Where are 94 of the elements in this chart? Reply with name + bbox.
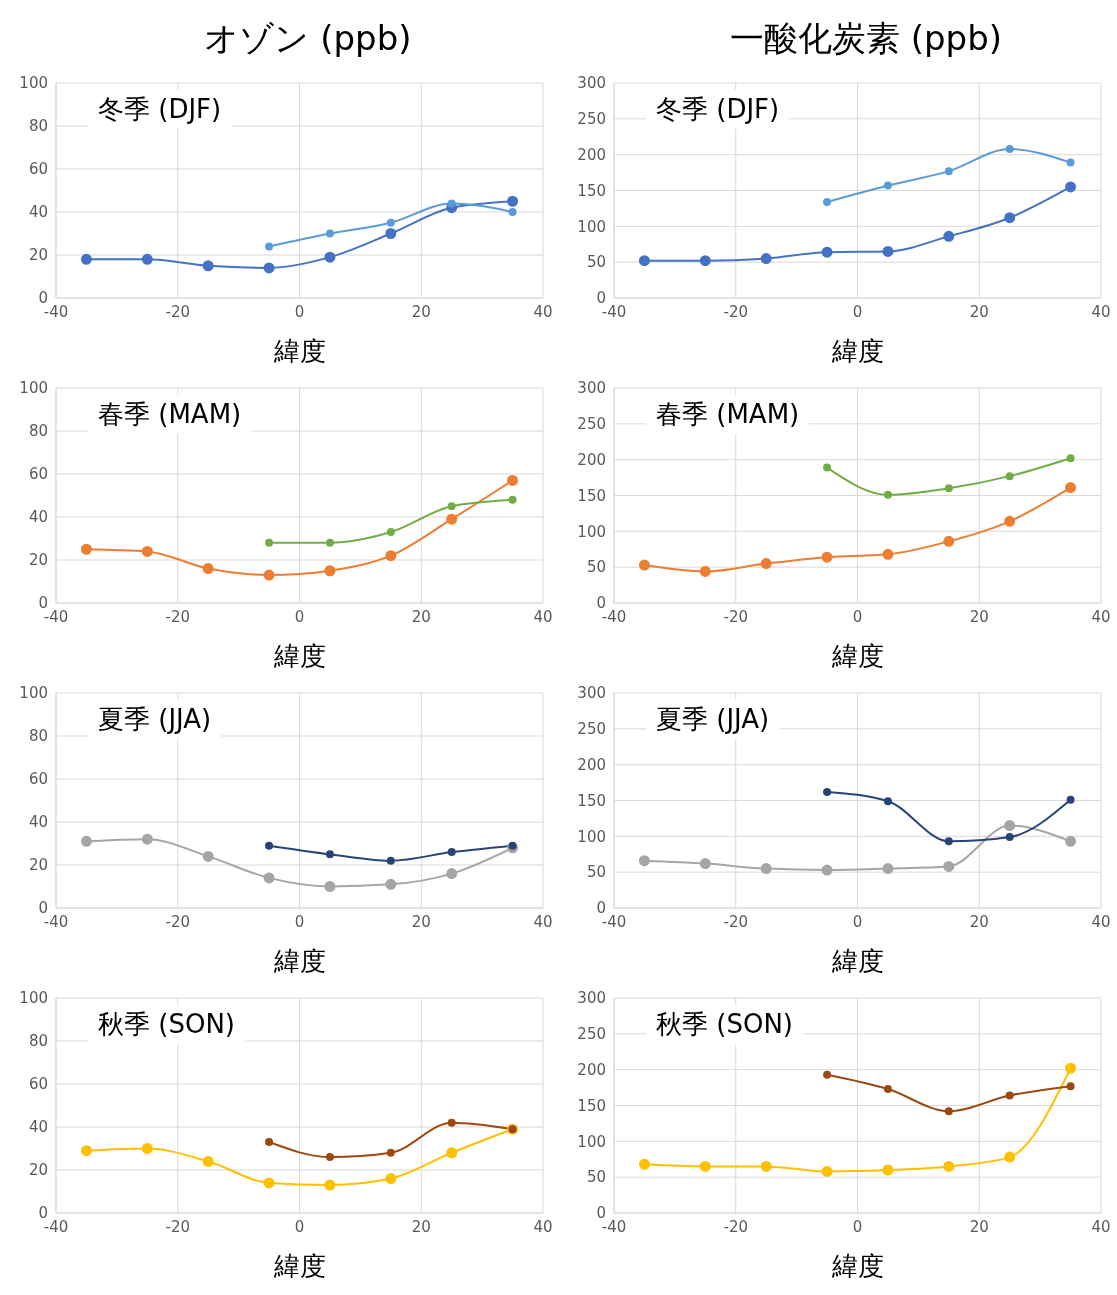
x-tick-label: 20	[411, 302, 431, 321]
y-tick-label: 60	[28, 1075, 48, 1094]
y-tick-label: 100	[577, 217, 606, 236]
y-tick-label: 100	[577, 1132, 606, 1151]
x-tick-label: 0	[294, 607, 305, 626]
x-tick-label: 40	[533, 912, 553, 931]
chart-subtitle: 秋季 (SON)	[88, 1005, 245, 1044]
y-tick-label: 20	[28, 551, 48, 570]
y-tick-label: 80	[28, 1032, 48, 1051]
y-tick-label: 100	[577, 522, 606, 541]
text: 冬季 (DJF)	[646, 90, 790, 129]
y-tick-label: 100	[19, 379, 48, 398]
x-tick-label: 20	[969, 912, 989, 931]
x-tick-label: 40	[533, 1217, 553, 1236]
x-tick-label: 0	[852, 607, 863, 626]
x-tick-label: 20	[969, 1217, 989, 1236]
x-tick-label: 20	[969, 607, 989, 626]
x-axis-title: 緯度	[830, 641, 884, 671]
x-tick-label: 0	[852, 912, 863, 931]
x-tick-label: -20	[723, 1217, 748, 1236]
y-tick-label: 250	[577, 110, 606, 129]
y-tick-label: 150	[577, 1096, 606, 1115]
x-tick-label: -20	[165, 607, 190, 626]
x-tick-label: 20	[411, 607, 431, 626]
x-tick-label: 40	[1091, 302, 1111, 321]
x-tick-label: 20	[411, 912, 431, 931]
text: 秋季 (SON)	[646, 1005, 803, 1044]
y-tick-label: 100	[19, 989, 48, 1008]
x-tick-label: -20	[723, 912, 748, 931]
y-tick-label: 100	[19, 74, 48, 93]
x-axis-title: 緯度	[830, 1251, 884, 1281]
y-tick-label: 60	[28, 770, 48, 789]
x-tick-label: 0	[294, 912, 305, 931]
x-tick-label: 0	[852, 1217, 863, 1236]
x-tick-label: -20	[723, 302, 748, 321]
y-tick-label: 300	[577, 379, 606, 398]
y-tick-label: 50	[586, 558, 606, 577]
y-tick-label: 100	[577, 827, 606, 846]
x-axis-title: 緯度	[272, 1251, 326, 1281]
y-tick-label: 200	[577, 145, 606, 164]
x-axis-title: 緯度	[830, 336, 884, 366]
x-tick-label: 0	[852, 302, 863, 321]
y-tick-label: 300	[577, 74, 606, 93]
y-tick-label: 300	[577, 684, 606, 703]
x-tick-label: 0	[294, 1217, 305, 1236]
chart-title: 一酸化炭素 (ppb)	[728, 17, 1004, 60]
text: 春季 (MAM)	[646, 395, 810, 434]
y-tick-label: 20	[28, 856, 48, 875]
x-tick-label: 40	[1091, 607, 1111, 626]
chart-subtitle: 夏季 (JJA)	[88, 700, 222, 739]
y-tick-label: 80	[28, 422, 48, 441]
y-tick-label: 150	[577, 791, 606, 810]
y-tick-label: 50	[586, 863, 606, 882]
y-tick-label: 200	[577, 1060, 606, 1079]
y-tick-label: 20	[28, 246, 48, 265]
y-tick-label: 100	[19, 684, 48, 703]
x-tick-label: -20	[165, 302, 190, 321]
x-tick-label: 0	[294, 302, 305, 321]
x-axis-title: 緯度	[830, 946, 884, 976]
x-tick-label: 40	[1091, 1217, 1111, 1236]
x-tick-label: -20	[165, 1217, 190, 1236]
y-tick-label: 250	[577, 1025, 606, 1044]
x-tick-label: 40	[533, 607, 553, 626]
y-tick-label: 200	[577, 450, 606, 469]
y-tick-label: 80	[28, 117, 48, 136]
y-tick-label: 20	[28, 1161, 48, 1180]
x-tick-label: -20	[723, 607, 748, 626]
y-tick-label: 50	[586, 1168, 606, 1187]
text: 夏季 (JJA)	[646, 700, 780, 739]
y-tick-label: 40	[28, 203, 48, 222]
chart-subtitle: 冬季 (DJF)	[88, 90, 232, 129]
y-tick-label: 250	[577, 415, 606, 434]
x-tick-label: 40	[533, 302, 553, 321]
y-tick-label: 80	[28, 727, 48, 746]
x-tick-label: -20	[165, 912, 190, 931]
y-tick-label: 40	[28, 1118, 48, 1137]
x-axis-title: 緯度	[272, 336, 326, 366]
chart-subtitle: 春季 (MAM)	[88, 395, 252, 434]
chart-title: オゾン (ppb)	[203, 17, 413, 60]
y-tick-label: 50	[586, 253, 606, 272]
x-axis-title: 緯度	[272, 641, 326, 671]
x-tick-label: 20	[969, 302, 989, 321]
y-tick-label: 60	[28, 465, 48, 484]
y-tick-label: 60	[28, 160, 48, 179]
y-tick-label: 40	[28, 508, 48, 527]
x-tick-label: 40	[1091, 912, 1111, 931]
x-tick-label: 20	[411, 1217, 431, 1236]
y-tick-label: 300	[577, 989, 606, 1008]
y-tick-label: 200	[577, 755, 606, 774]
y-tick-label: 150	[577, 486, 606, 505]
y-tick-label: 250	[577, 720, 606, 739]
y-tick-label: 150	[577, 181, 606, 200]
y-tick-label: 40	[28, 813, 48, 832]
x-axis-title: 緯度	[272, 946, 326, 976]
